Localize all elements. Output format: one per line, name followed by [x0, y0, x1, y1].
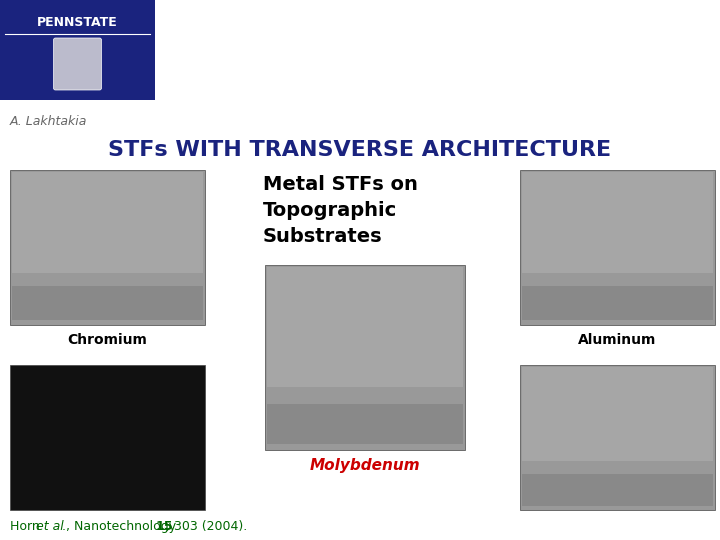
Text: Horn: Horn — [10, 520, 44, 533]
Bar — [10, 170, 205, 325]
Text: PENNSTATE: PENNSTATE — [37, 16, 118, 29]
Text: A. Lakhtakia: A. Lakhtakia — [10, 115, 87, 128]
Text: 15: 15 — [156, 520, 173, 533]
FancyBboxPatch shape — [53, 38, 102, 90]
Text: ., Nanotechnology: ., Nanotechnology — [62, 520, 180, 533]
Bar — [267, 404, 463, 444]
Text: Chromium: Chromium — [67, 333, 147, 347]
Text: et al: et al — [36, 520, 64, 533]
Bar — [12, 286, 203, 320]
Bar — [522, 172, 713, 273]
Bar — [0, 0, 155, 100]
Text: Metal STFs on
Topographic
Substrates: Metal STFs on Topographic Substrates — [263, 175, 418, 246]
Text: Molybdenum: Molybdenum — [310, 458, 420, 473]
Bar — [522, 286, 713, 320]
Text: Aluminum: Aluminum — [578, 333, 656, 347]
Bar — [12, 172, 203, 273]
Bar — [522, 367, 713, 461]
Bar — [10, 365, 205, 510]
Text: STFs WITH TRANSVERSE ARCHITECTURE: STFs WITH TRANSVERSE ARCHITECTURE — [109, 140, 611, 160]
Bar — [522, 474, 713, 505]
Bar — [265, 265, 465, 450]
Bar — [520, 170, 715, 325]
Bar — [520, 365, 715, 510]
Bar — [267, 267, 463, 387]
Text: , 303 (2004).: , 303 (2004). — [166, 520, 247, 533]
